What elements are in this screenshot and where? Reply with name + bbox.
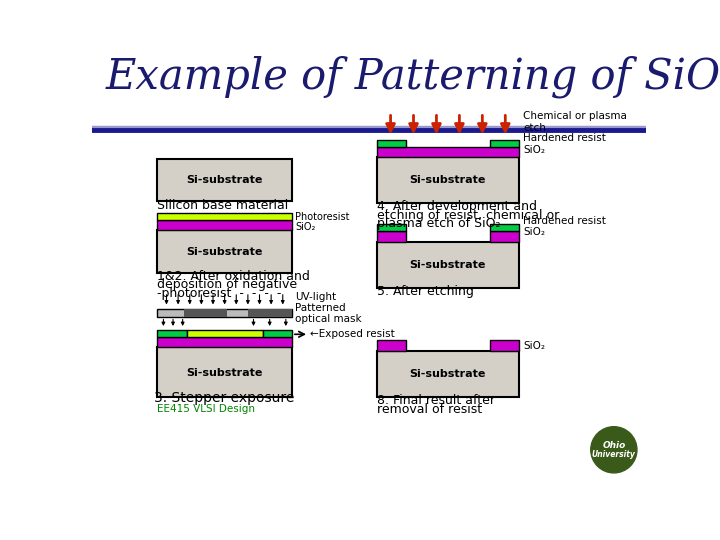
Text: deposition of negative: deposition of negative [157,278,297,291]
Bar [186,330,263,338]
Text: SiO₂: SiO₂ [523,341,545,351]
Bar [157,338,292,347]
Bar [377,351,519,397]
Bar [377,224,406,231]
Bar [377,157,519,204]
Text: -photoresist  -  -  -  -: -photoresist - - - - [157,287,282,300]
Text: Ohio: Ohio [602,442,626,450]
Bar [184,309,227,316]
Text: Si-substrate: Si-substrate [410,369,486,379]
Bar [490,140,519,147]
Text: Si-substrate: Si-substrate [186,176,262,185]
Bar [157,213,292,220]
Text: removal of resist: removal of resist [377,403,482,416]
Bar [490,224,519,231]
Bar [157,347,292,397]
Text: 4. After development and: 4. After development and [377,200,536,213]
Text: Photoresist: Photoresist [295,212,350,222]
Bar [377,147,519,157]
Text: 3. Stepper exposure: 3. Stepper exposure [154,391,294,405]
Text: Example of Patterning of SiO2: Example of Patterning of SiO2 [106,56,720,98]
Bar [490,340,519,351]
Text: plasma etch of SiO₂: plasma etch of SiO₂ [377,217,500,231]
Bar [248,309,292,316]
Text: Silicon base material: Silicon base material [157,199,289,212]
Text: Hardened resist
SiO₂: Hardened resist SiO₂ [523,133,606,155]
Bar [157,159,292,201]
Text: 5. After etching: 5. After etching [377,285,474,298]
Bar [377,242,519,288]
Bar [157,231,292,273]
Bar [490,231,519,242]
Text: ←Exposed resist: ←Exposed resist [310,329,395,339]
Bar [157,330,186,338]
Bar [377,231,406,242]
Text: Chemical or plasma
etch: Chemical or plasma etch [523,111,627,133]
Text: Si-substrate: Si-substrate [410,176,486,185]
Bar [157,220,292,231]
Text: 1&2. After oxidation and: 1&2. After oxidation and [157,269,310,283]
Text: Si-substrate: Si-substrate [410,260,486,270]
Text: University: University [592,450,636,459]
Text: Si-substrate: Si-substrate [186,368,262,378]
Text: 8. Final result after: 8. Final result after [377,394,495,408]
Circle shape [590,427,637,473]
Text: Si-substrate: Si-substrate [186,247,262,257]
Text: Patterned
optical mask: Patterned optical mask [295,303,361,325]
Bar [377,340,406,351]
Bar [263,330,292,338]
Text: Hardened resist
SiO₂: Hardened resist SiO₂ [523,215,606,237]
Text: EE415 VLSI Design: EE415 VLSI Design [157,403,256,414]
Text: SiO₂: SiO₂ [295,222,315,232]
Text: etching of resist, chemical or: etching of resist, chemical or [377,209,559,222]
Bar [157,309,292,316]
Bar [377,140,406,147]
Text: UV-light: UV-light [295,292,336,301]
